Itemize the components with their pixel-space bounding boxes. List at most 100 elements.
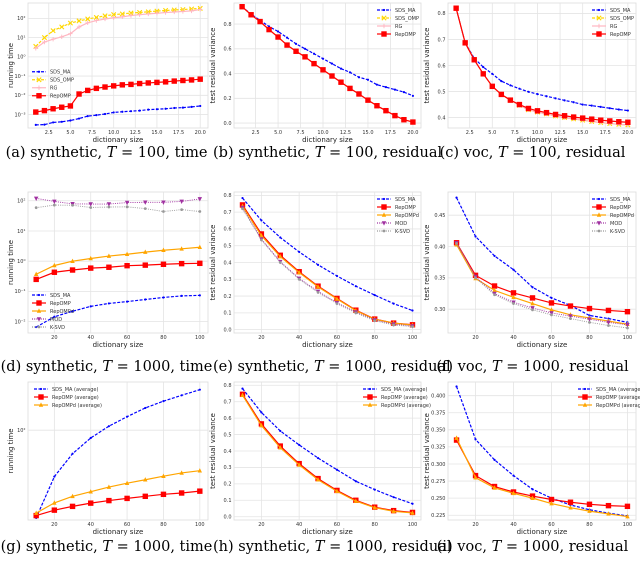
data-point [106, 253, 112, 258]
data-point [188, 77, 195, 83]
data-point [145, 80, 151, 86]
data-point [374, 103, 380, 109]
y-tick-label: 0.4 [224, 260, 232, 266]
data-point [128, 13, 134, 18]
data-point [248, 12, 254, 18]
x-tick-label: 40 [88, 335, 94, 341]
caption-post: = 1000, residual [501, 359, 629, 375]
data-point [507, 97, 514, 103]
data-point [354, 311, 358, 315]
data-point [383, 107, 389, 114]
caption-post: = 1000, residual [324, 539, 452, 555]
caption-post: = 100, time [116, 145, 208, 161]
legend-marker [38, 394, 44, 400]
data-point [180, 208, 184, 211]
data-point [76, 18, 82, 24]
legend: SDS_MA (average) RepOMP (average) RepOMPd … [34, 387, 102, 409]
caption-post: = 100, residual [324, 145, 443, 161]
legend: SDS_MA (average) RepOMP (average) RepOMPd … [363, 387, 431, 409]
data-point [198, 7, 203, 12]
legend-label: RepOMPd [610, 213, 634, 219]
x-tick-label: 60 [334, 522, 340, 528]
data-point [197, 244, 203, 250]
data-point [316, 290, 320, 294]
data-point [480, 71, 486, 77]
legend-label: SDS_OMP [610, 16, 634, 22]
data-point [334, 296, 340, 301]
legend-marker [381, 31, 387, 37]
caption-post: = 1000, time [112, 539, 213, 555]
legend-label: SDS_OMP [395, 16, 419, 22]
series-line-repomp [35, 262, 200, 280]
y-axis-label: running time [7, 240, 15, 285]
caption-e: (e) synthetic, T = 1000, residual [213, 359, 451, 375]
x-tick-label: 20 [51, 335, 57, 341]
data-point [161, 247, 166, 253]
caption-var: T [314, 359, 324, 375]
data-point [625, 323, 630, 328]
data-point [330, 62, 334, 65]
data-point [454, 435, 459, 440]
data-point [88, 489, 93, 494]
y-tick-label: 0.3 [224, 465, 232, 471]
data-point [512, 474, 515, 477]
caption-d: (d) synthetic, T = 1000, time [0, 359, 213, 375]
data-point [102, 13, 108, 19]
data-point [189, 8, 194, 14]
series-group [239, 387, 416, 516]
x-tick-label: 20.0 [407, 130, 418, 136]
x-tick-label: 100 [195, 335, 205, 341]
data-point [588, 320, 591, 324]
data-point [411, 94, 415, 97]
data-point [293, 48, 299, 54]
series-line-sds-ma [456, 197, 628, 323]
y-tick-label: 0.8 [224, 193, 232, 199]
legend: SDS_MA SDS_OMP RG RepOMP [32, 70, 74, 100]
data-point [111, 15, 116, 20]
x-tick-label: 15.0 [577, 130, 588, 136]
data-point [581, 103, 584, 106]
data-point [531, 308, 534, 312]
data-point [260, 411, 263, 414]
legend-label: MOD [610, 221, 622, 227]
x-tick-label: 60 [124, 335, 130, 341]
y-tick-label: 10⁻¹ [14, 289, 25, 295]
series-group [453, 5, 631, 128]
data-point [67, 20, 73, 26]
data-point [124, 262, 130, 269]
y-tick-label: 0.275 [431, 479, 445, 485]
y-tick-label: 0.35 [434, 276, 445, 282]
data-point [112, 111, 115, 114]
x-tick-label: 60 [548, 335, 554, 341]
data-point [606, 320, 611, 325]
series-line-repompd [35, 246, 200, 275]
x-tick-label: 80 [372, 335, 378, 341]
data-point [518, 87, 521, 90]
data-point [303, 47, 307, 50]
y-tick-label: 0.375 [431, 411, 445, 417]
y-tick-label: 10⁻¹ [14, 74, 25, 80]
data-point [599, 105, 602, 109]
legend-marker [596, 31, 602, 37]
data-point [607, 118, 613, 124]
data-point [143, 200, 148, 205]
data-point [569, 317, 572, 320]
data-point [102, 84, 108, 90]
data-point [59, 104, 65, 110]
data-point [199, 104, 202, 108]
caption-c: (c) voc, T = 100, residual [426, 145, 639, 161]
series-line-sds-ma [241, 6, 414, 97]
legend-label: RG [395, 24, 402, 30]
data-point [160, 491, 167, 498]
series-line-sds-ma [455, 8, 628, 112]
caption-pre: (b) synthetic, [213, 145, 315, 161]
y-tick-label: 0.7 [438, 37, 446, 43]
legend-marker [596, 221, 602, 226]
data-point [197, 76, 203, 82]
data-point [455, 385, 458, 388]
data-point [411, 325, 414, 329]
data-point [136, 80, 143, 87]
legend-marker [381, 204, 387, 210]
data-point [89, 436, 92, 440]
